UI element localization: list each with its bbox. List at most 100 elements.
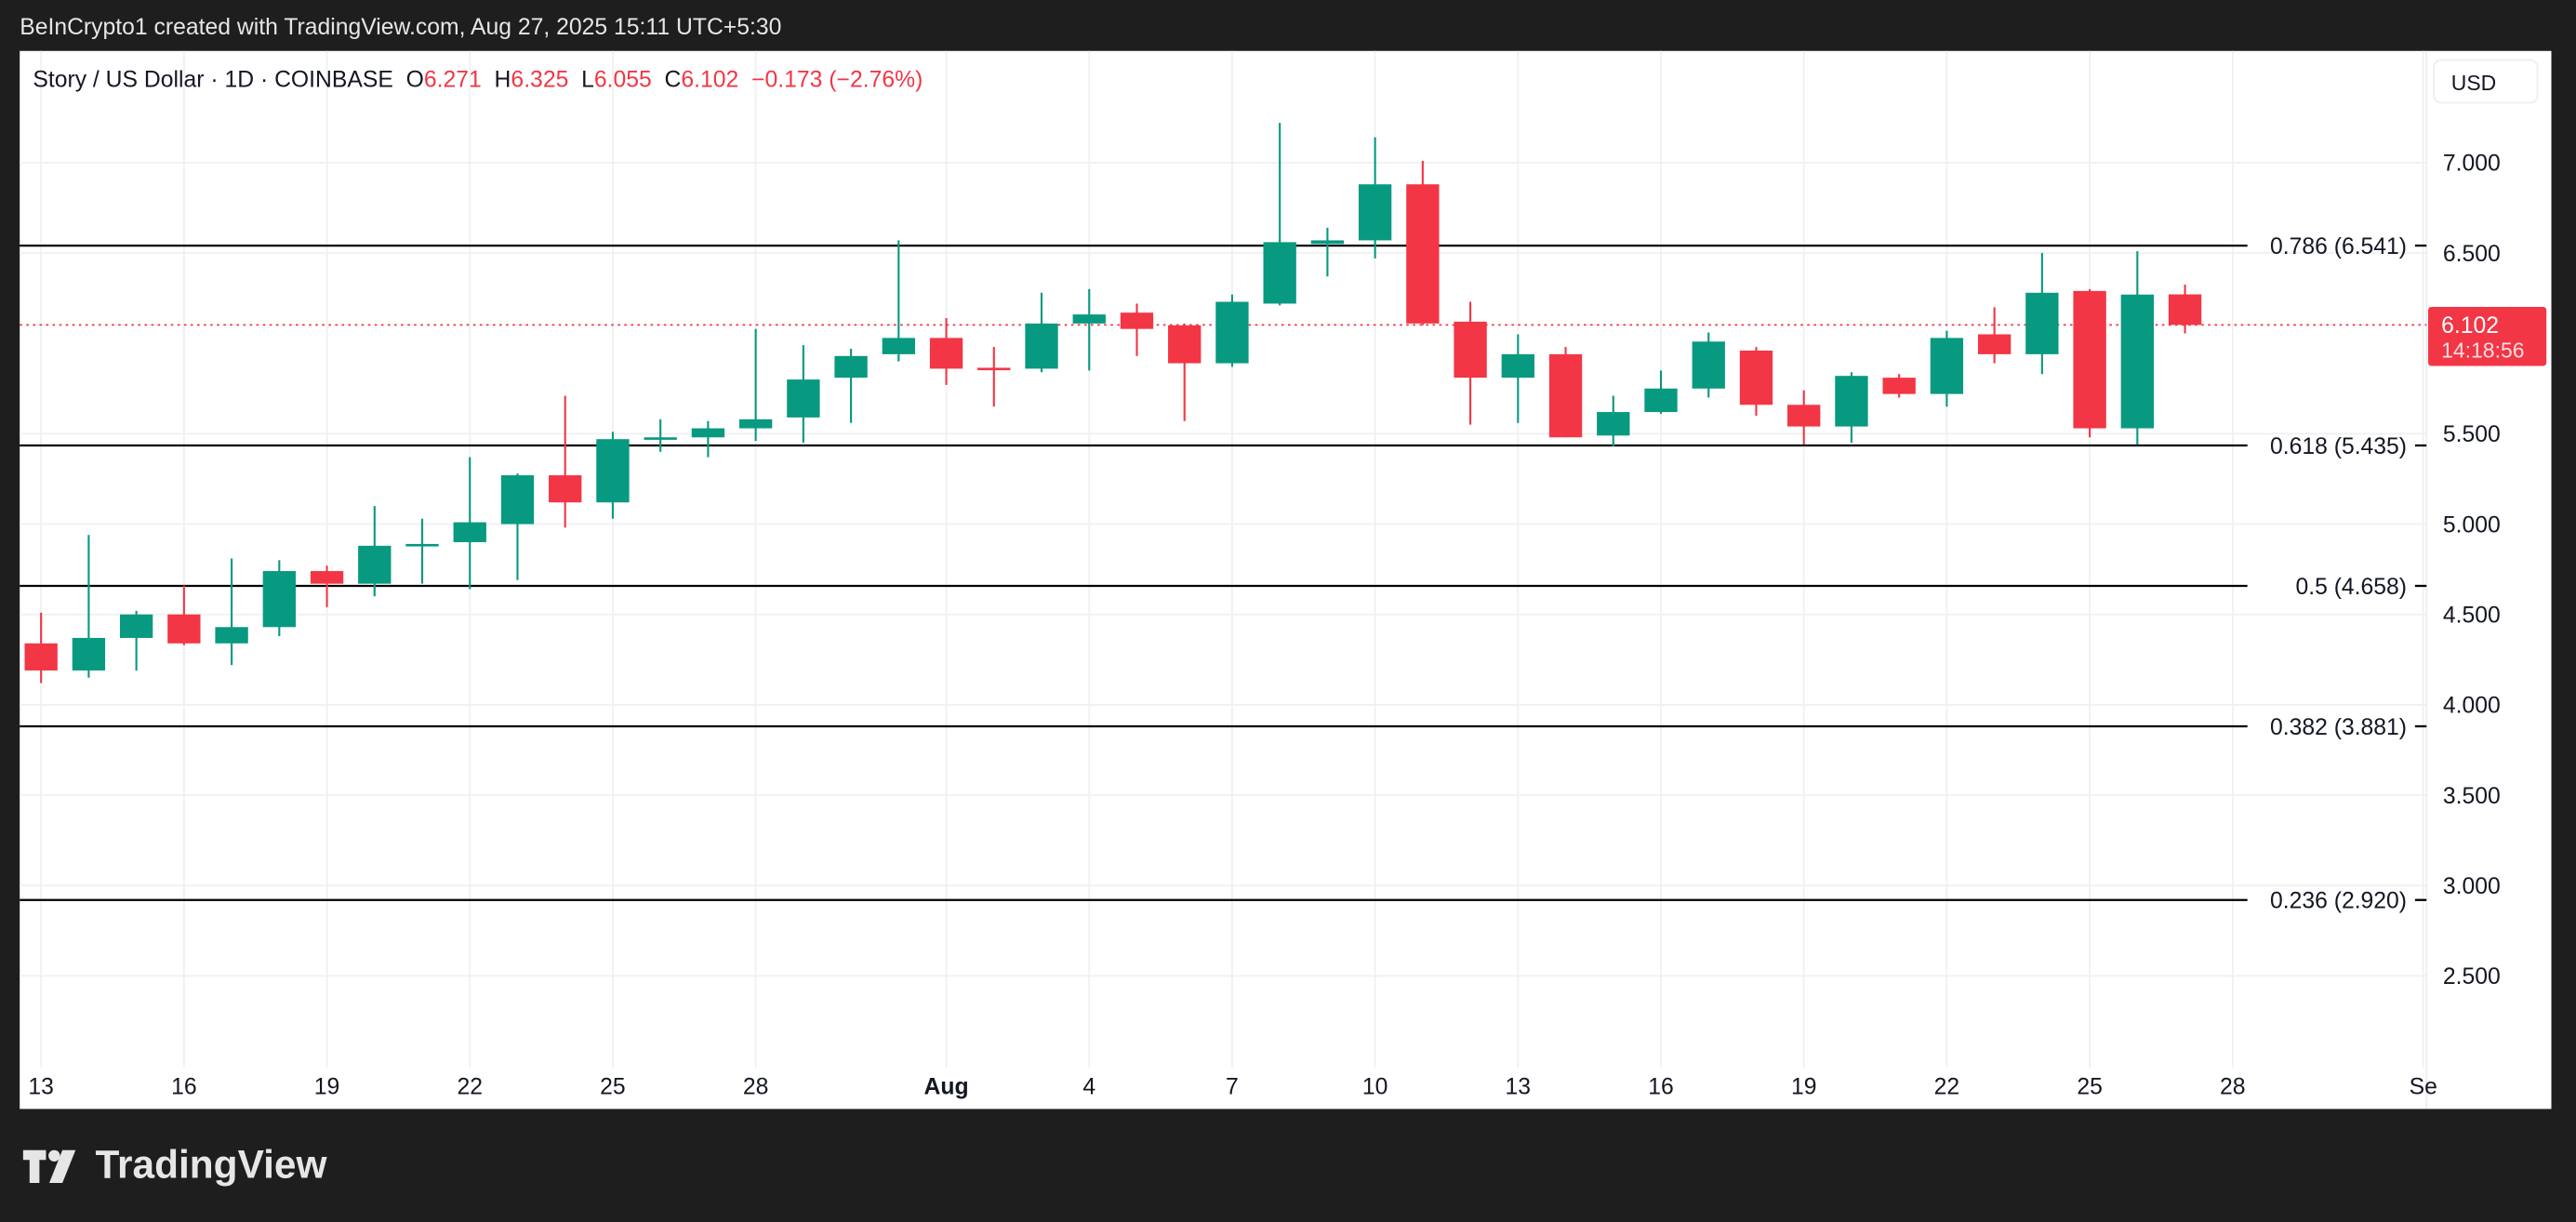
date-tick-label: 25 [2077,1075,2103,1100]
date-tick-label: 4 [1082,1075,1095,1100]
candle-body [1454,321,1487,379]
candle-body [691,428,725,438]
candle-body [977,367,1011,371]
candle [1597,395,1630,446]
candle-body [1835,376,1868,427]
candle [834,349,868,423]
candle [1215,294,1249,367]
candle-body [1025,323,1058,369]
bar-countdown-label: 14:18:56 [2441,339,2524,363]
candle [1072,288,1106,371]
candle-body [358,545,392,584]
candle-body [929,338,963,369]
candle-body [1358,184,1392,241]
candle [596,432,630,519]
candle [1168,323,1202,421]
candle-body [167,614,201,644]
candle-body [1787,405,1821,427]
candle [405,518,439,584]
candle [119,610,153,671]
open-label: O [405,65,424,92]
candle [738,328,773,442]
date-tick-label: 13 [1506,1075,1531,1100]
candle [882,240,915,362]
candle [215,558,248,666]
date-tick-label: Aug [924,1075,969,1100]
candle-body [2073,290,2106,429]
candle-body [1120,312,1154,329]
candle-body [1597,412,1630,436]
price-tick-label: 4.000 [2443,694,2501,719]
price-tick-label: 5.500 [2443,422,2501,447]
date-tick-label: 13 [28,1075,53,1100]
chart-panel [20,50,2552,1109]
candle-body [882,338,915,354]
candle [1454,301,1487,425]
date-tick-label: Se [2410,1075,2437,1100]
candle-body [2025,292,2059,354]
candle-body [2168,294,2202,325]
date-tick-label: 25 [600,1075,626,1100]
panel-edge [2551,1051,2576,1118]
high-label: H [494,65,511,92]
candle [310,565,344,607]
candle-body [1882,378,1916,394]
close-value: 6.102 [681,65,739,92]
date-tick-label: 28 [2220,1075,2245,1100]
symbol-legend: Story / US Dollar · 1D · COINBASE O6.271… [33,66,923,92]
candle-body [787,379,820,418]
current-price-label: 6.102 [2441,313,2499,339]
candle [1548,347,1583,438]
candle-body [738,418,773,429]
candle [2025,253,2059,375]
date-tick-label: 22 [457,1075,482,1100]
date-tick-label: 22 [1934,1075,1960,1100]
candle-body [24,643,58,671]
price-tick-label: 3.000 [2443,874,2501,899]
candle [167,585,201,645]
candle [2168,285,2202,334]
date-tick-label: 10 [1362,1075,1388,1100]
symbol-title: Story / US Dollar · 1D · COINBASE [33,65,393,92]
candle-body [405,543,439,547]
fib-label: 0.618 (5.435) [2270,434,2407,459]
candle-body [500,475,535,525]
candle [453,457,486,590]
candle-body [644,437,677,440]
date-tick-label: 19 [1791,1075,1817,1100]
candle-body [834,355,868,379]
price-tick-label: 3.500 [2443,784,2501,809]
price-tick-label: 6.500 [2443,242,2501,267]
date-tick-label: 16 [1648,1075,1673,1100]
candle-body [1310,240,1345,245]
fib-label: 0.236 (2.920) [2270,889,2407,914]
candle [2073,288,2106,438]
candle-body [596,439,630,503]
date-tick-label: 19 [314,1075,340,1100]
candle-body [119,614,153,638]
candle-body [1406,184,1440,324]
candle-body [1739,350,1773,405]
candle-body [310,571,344,584]
tradingview-logo[interactable]: TradingView [22,1144,327,1189]
price-tick-label: 5.000 [2443,512,2501,538]
fib-label: 0.382 (3.881) [2270,715,2407,740]
candle [644,418,677,452]
candle [1787,390,1821,445]
candle-body [1692,341,1725,389]
candle-body [1548,353,1583,438]
candle-body [453,522,486,542]
candle [1120,303,1154,356]
candle-body [1501,353,1534,379]
currency-button[interactable]: USD [2433,59,2539,104]
snapshot-credit: BeInCrypto1 created with TradingView.com… [20,13,782,40]
date-tick-label: 7 [1226,1075,1239,1100]
date-tick-label: 16 [171,1075,197,1100]
candle [72,535,106,678]
candle [1406,160,1440,325]
candle [977,347,1011,407]
candle-body [2120,294,2154,429]
open-value: 6.271 [423,65,482,92]
candle [1882,374,1916,398]
